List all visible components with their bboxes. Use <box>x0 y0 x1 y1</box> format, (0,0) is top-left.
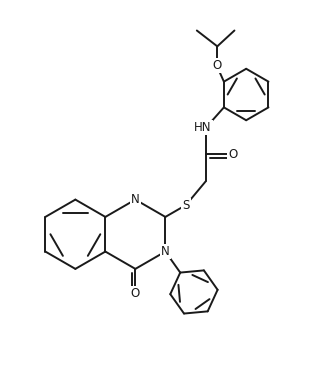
Text: O: O <box>228 148 237 161</box>
Text: O: O <box>213 59 222 72</box>
Text: S: S <box>182 198 189 212</box>
Text: O: O <box>131 287 140 300</box>
Text: HN: HN <box>194 121 212 134</box>
Text: N: N <box>131 193 140 206</box>
Text: N: N <box>161 245 170 258</box>
